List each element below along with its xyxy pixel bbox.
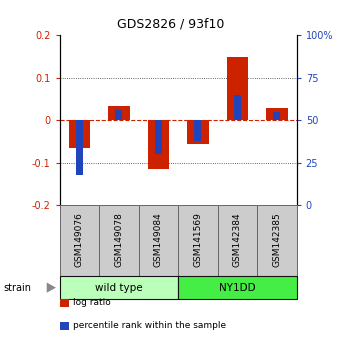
Bar (69, 120, 90, 148)
Text: NY1DD: NY1DD (219, 282, 256, 293)
Bar (273, 112, 281, 120)
Bar (115, 110, 122, 120)
Bar (178, 205, 218, 276)
Bar (108, 106, 130, 120)
Text: GDS2826 / 93f10: GDS2826 / 93f10 (117, 17, 224, 30)
Bar (99, 205, 139, 276)
Bar (194, 120, 202, 141)
Bar (155, 120, 162, 154)
Bar (257, 205, 297, 276)
Text: wild type: wild type (95, 282, 143, 293)
Text: GSM149076: GSM149076 (75, 212, 84, 267)
Text: percentile rank within the sample: percentile rank within the sample (73, 321, 226, 330)
Bar (187, 120, 209, 144)
Text: log ratio: log ratio (73, 298, 110, 307)
Text: GSM142385: GSM142385 (272, 212, 281, 267)
Bar (218, 205, 257, 276)
Bar (76, 120, 83, 175)
Bar (148, 120, 169, 169)
Bar (178, 276, 297, 299)
Text: GSM142384: GSM142384 (233, 212, 242, 267)
Text: GSM149078: GSM149078 (115, 212, 123, 267)
Text: GSM141569: GSM141569 (193, 212, 203, 267)
Bar (234, 95, 241, 120)
Bar (139, 205, 178, 276)
Text: strain: strain (3, 282, 31, 293)
Text: GSM149084: GSM149084 (154, 212, 163, 267)
Bar (226, 57, 248, 120)
Bar (60, 276, 178, 299)
Bar (60, 205, 99, 276)
Bar (266, 108, 288, 120)
